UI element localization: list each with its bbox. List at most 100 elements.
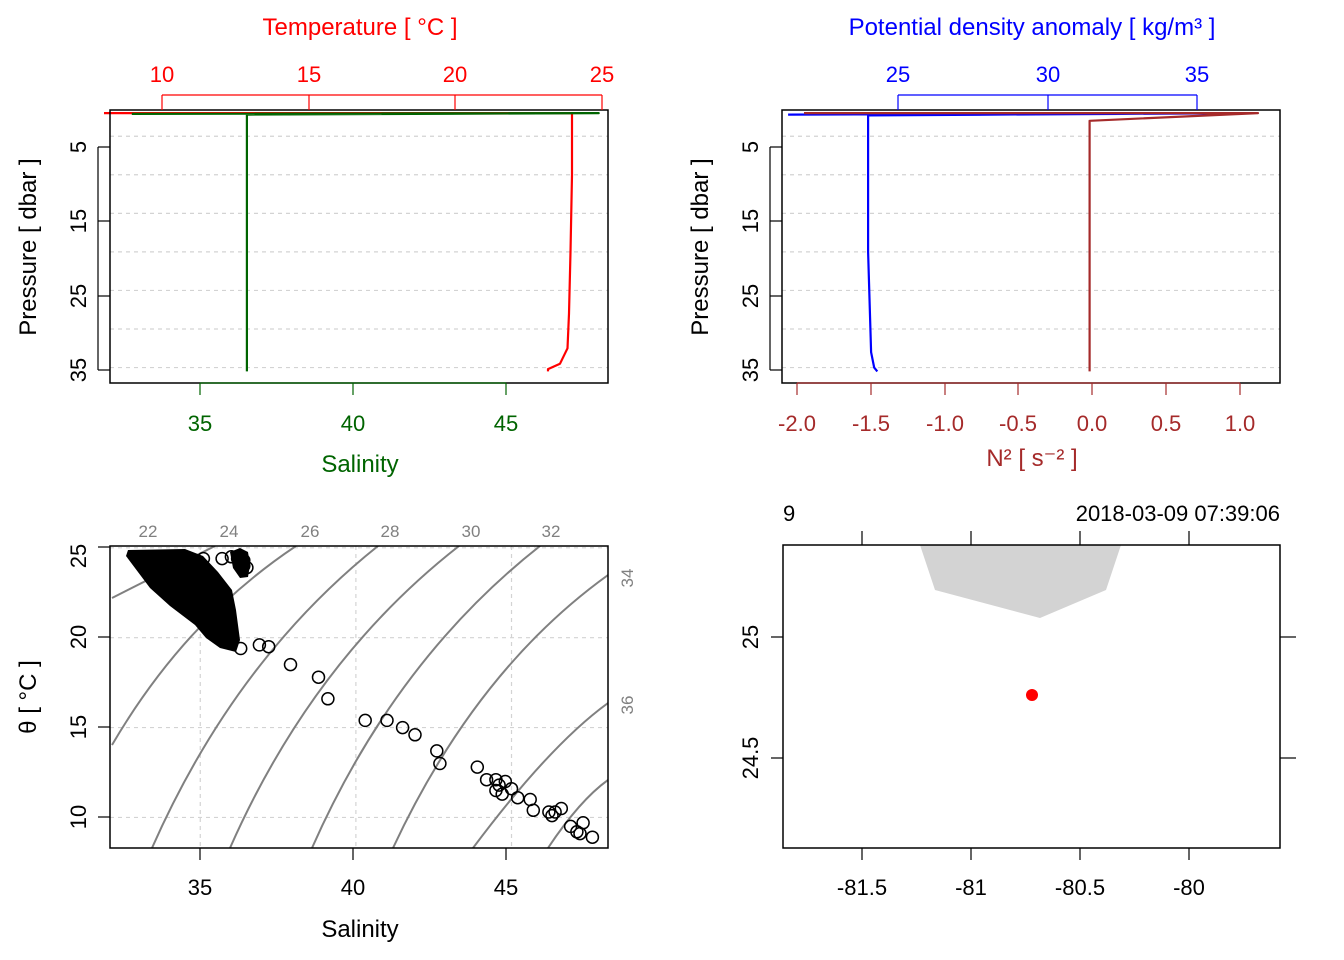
p1-left-tick-label: 35 [66,358,91,382]
p2-bottom-tick-label: -1.0 [926,411,964,436]
p3-plot-frame [109,545,609,849]
p1-grid [110,135,608,369]
ts-point [545,808,559,823]
p2-lines [788,111,1260,373]
p1-y-axis-title: Pressure [ dbar ] [15,158,42,335]
p3-y-tick-label: 15 [66,715,91,739]
ts-point [380,713,394,728]
p1-top-axis-title: Temperature [ °C ] [263,14,458,41]
p2-top-axis-title: Potential density anomaly [ kg/m³ ] [849,14,1216,41]
p1-left-tick-label: 5 [66,141,91,153]
p1-left-tick-label: 25 [66,284,91,308]
p2-y-axis-title: Pressure [ dbar ] [687,158,714,335]
isopycnal-line [311,546,541,848]
isopycnal-label: 28 [381,522,400,541]
ts-point [261,639,276,654]
ts-cluster-blob [230,548,250,578]
ts-point [479,772,494,787]
p2-bottom-tick-label: 0.5 [1151,411,1182,436]
ts-point [233,641,248,656]
p4-y-tick-label: 24.5 [738,737,763,780]
ts-point [585,830,600,844]
panel-ts-diagram: 22 24 26 28 30 32 34 36 35 40 45 Salinit… [15,522,637,943]
isopycnal-label: 34 [618,569,637,588]
isopycnal-line [111,546,297,746]
p1-bottom-tick-label: 35 [188,411,212,436]
p1-bottom-tick-label: 45 [494,411,518,436]
p4-x-tick-label: -81 [955,875,987,900]
p1-lines [104,111,600,372]
p1-plot-frame [109,109,609,384]
isopycnal-label: 32 [542,522,561,541]
p1-bottom-tick-label: 40 [341,411,365,436]
ts-point [554,801,569,816]
p1-top-tick-label: 25 [590,62,614,87]
isopycnal-label: 26 [301,522,320,541]
p2-left-tick-label: 25 [738,284,763,308]
p3-y-axis-title: θ [ °C ] [15,660,42,734]
ts-point [321,692,335,706]
p1-bottom-axis-title: Salinity [321,451,398,478]
isopycnal-label: 24 [220,522,239,541]
p2-left-tick-label: 5 [738,141,763,153]
ts-point [526,803,541,818]
p3-x-axis-title: Salinity [321,916,398,943]
ts-cluster-blob [126,549,240,652]
station-id: 9 [783,501,795,526]
p3-y-tick-label: 20 [66,625,91,649]
ts-point [570,825,584,839]
isopycnal-line [392,574,608,848]
p2-top-tick-label: 25 [886,62,910,87]
ts-point [283,657,298,672]
p3-x-tick-label: 45 [494,875,518,900]
isopycnal-label: 22 [139,522,158,541]
ts-point [470,760,485,774]
p2-top-tick-label: 30 [1036,62,1060,87]
ts-point [542,805,556,819]
panel-station-map: 9 2018-03-09 07:39:06 -81.5 -81 -80.5 -8… [738,501,1296,900]
isopycnal-line [547,779,608,848]
ts-point [433,756,447,771]
isopycnal-line [229,546,460,848]
p1-left-tick-label: 15 [66,209,91,233]
ts-point [358,713,372,728]
p2-left-tick-label: 15 [738,209,763,233]
p3-x-tick-label: 35 [188,875,212,900]
p3-y-tick-label: 25 [66,544,91,568]
p2-bottom-tick-label: -2.0 [778,411,816,436]
ts-point [224,550,239,564]
p4-plot-frame [782,544,1281,849]
ts-point [408,728,422,742]
p2-plot-frame [781,109,1281,384]
p2-bottom-tick-label: -0.5 [999,411,1037,436]
isopycnal-label: 36 [618,696,637,715]
p2-bottom-tick-label: -1.5 [852,411,890,436]
ts-point [252,638,267,652]
ts-point [504,781,519,796]
p4-y-tick-label: 25 [738,625,763,649]
ts-point [237,559,251,573]
series-line-potential-density-anomaly [788,111,1254,373]
ts-point [215,551,229,566]
p4-x-tick-label: -80.5 [1055,875,1105,900]
ts-point [430,744,444,758]
ts-point [240,560,254,575]
ts-point [237,553,251,568]
ts-point [196,551,211,566]
p1-top-tick-label: 15 [297,62,321,87]
ts-points [196,550,600,844]
p3-y-tick-label: 10 [66,805,91,829]
series-line-n- [804,111,1260,372]
panel-density-n2: 25 30 35 Potential density anomaly [ kg/… [687,14,1281,472]
p2-bottom-axis-title: N² [ s⁻² ] [986,445,1077,472]
ts-dense-cluster [126,548,250,652]
isopycnal-line [472,702,608,848]
p2-top-tick-label: 35 [1185,62,1209,87]
station-datetime: 2018-03-09 07:39:06 [1076,501,1280,526]
p3-x-tick-label: 40 [341,875,365,900]
p1-top-tick-label: 20 [443,62,467,87]
ts-point [311,670,326,684]
coastline-land [920,545,1121,618]
series-line-salinity [131,111,600,372]
